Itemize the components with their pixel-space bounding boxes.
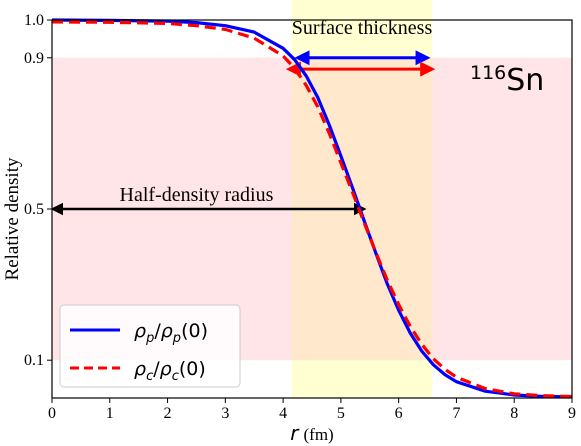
legend-text-part: c <box>146 369 153 384</box>
annotation-arrows <box>50 50 436 216</box>
legend-text-part: ρ <box>134 320 146 342</box>
legend-text-part: (0) <box>179 358 206 380</box>
series-line-p <box>52 18 572 398</box>
legend-text-part: / <box>154 320 161 342</box>
element-symbol: Sn <box>506 63 544 98</box>
mass-number: 116 <box>470 62 506 84</box>
y-tick-label-0.1: 0.1 <box>24 352 44 369</box>
y-tick-label-0.5: 0.5 <box>24 201 44 218</box>
y-tick-label-1.0: 1.0 <box>24 12 44 29</box>
y-axis-label: Relative density <box>2 157 23 280</box>
legend-text-part: p <box>145 331 154 346</box>
x-axis-label: r (fm) <box>290 421 333 445</box>
surface-thickness-label: Surface thickness <box>292 17 433 39</box>
nucleus-label: 116Sn <box>470 62 544 98</box>
x-tick-label-7: 7 <box>452 405 460 422</box>
legend-text-part: p <box>172 331 181 346</box>
x-tick-label-0: 0 <box>48 405 56 422</box>
x-tick-label-9: 9 <box>568 405 576 422</box>
legend-label-charge: ρc/ρc(0) <box>134 358 206 384</box>
legend-text-part: ρ <box>161 320 173 342</box>
x-tick-label-2: 2 <box>164 405 172 422</box>
x-axis-variable: r <box>290 421 300 445</box>
legend-text-part: c <box>172 369 179 384</box>
half-density-radius-label: Half-density radius <box>120 184 274 206</box>
axes: 0 1 2 3 4 5 6 7 8 9 1.0 0.9 0.5 0.1 <box>24 12 576 422</box>
series-lines <box>52 18 572 398</box>
legend-text-part: / <box>153 358 160 380</box>
legend-text-part: (0) <box>181 320 208 342</box>
x-tick-label-5: 5 <box>337 405 345 422</box>
x-tick-label-6: 6 <box>395 405 403 422</box>
series-line-c <box>52 20 572 398</box>
x-tick-label-3: 3 <box>221 405 229 422</box>
legend-text-part: ρ <box>134 358 146 380</box>
x-tick-label-8: 8 <box>510 405 518 422</box>
y-tick-label-0.9: 0.9 <box>24 50 44 67</box>
x-axis-unit: (fm) <box>304 425 334 444</box>
legend: ρp/ρp(0) ρc/ρc(0) <box>59 304 241 388</box>
x-tick-label-4: 4 <box>279 405 287 422</box>
legend-label-proton: ρp/ρp(0) <box>134 320 208 346</box>
legend-text-part: ρ <box>160 358 172 380</box>
x-tick-label-1: 1 <box>106 405 114 422</box>
